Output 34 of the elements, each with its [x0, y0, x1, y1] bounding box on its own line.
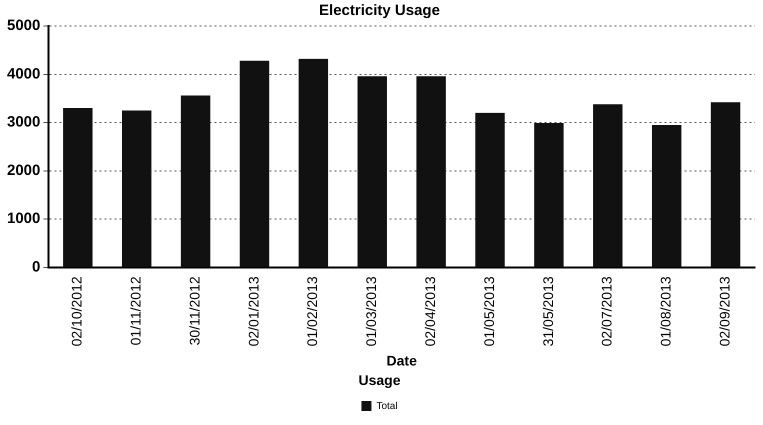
x-tick-label: 31/05/2013 [540, 276, 556, 346]
bar [122, 110, 152, 267]
y-tick-label: 5000 [6, 17, 40, 34]
x-tick-label: 30/11/2012 [186, 276, 202, 346]
bar [534, 123, 564, 267]
x-axis-title: Date [386, 352, 418, 369]
y-tick-label: 3000 [6, 114, 40, 131]
bar [63, 108, 93, 267]
legend-title: Usage [358, 372, 401, 388]
bar [240, 60, 270, 267]
x-tick-label: 02/04/2013 [422, 276, 438, 346]
bar [593, 104, 623, 267]
bar [652, 124, 682, 267]
y-tick-label: 1000 [6, 210, 40, 228]
chart-title: Electricity Usage [319, 2, 440, 20]
bar [475, 112, 505, 267]
bar [710, 102, 740, 267]
y-tick-label: 4000 [6, 65, 40, 82]
bar [180, 96, 210, 267]
y-tick-label: 2000 [6, 162, 40, 179]
x-tick-label: 01/08/2013 [658, 276, 674, 346]
x-tick-label: 02/10/2012 [68, 276, 85, 346]
x-tick-label: 01/02/2013 [304, 276, 320, 346]
bar [416, 76, 446, 267]
bar [298, 58, 328, 267]
legend-label: Total [376, 400, 398, 412]
bar [358, 76, 387, 267]
x-tick-label: 02/01/2013 [245, 276, 262, 346]
x-tick-label: 01/03/2013 [363, 276, 380, 346]
y-tick-label: 0 [32, 258, 40, 276]
x-tick-label: 02/09/2013 [716, 276, 732, 346]
x-tick-label: 01/05/2013 [480, 276, 497, 346]
x-tick-label: 01/11/2012 [128, 276, 144, 346]
x-tick-label: 02/07/2013 [598, 276, 615, 346]
